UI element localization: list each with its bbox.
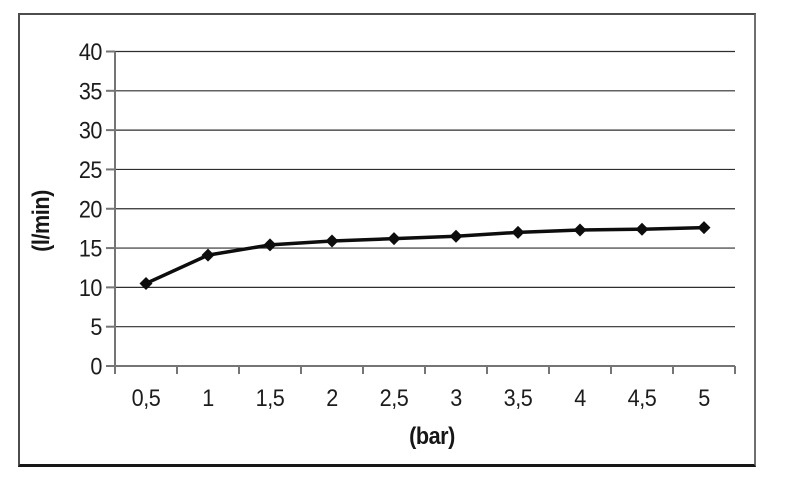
x-axis-title: (bar) xyxy=(409,423,455,450)
x-tick-label: 5 xyxy=(698,384,710,411)
data-point-marker xyxy=(635,222,649,236)
data-point-marker xyxy=(573,223,587,237)
x-tick-label: 1 xyxy=(202,384,214,411)
data-point-marker xyxy=(263,238,277,252)
y-tick-label: 15 xyxy=(79,234,102,261)
y-tick-label: 25 xyxy=(79,156,102,183)
x-tick-label: 3,5 xyxy=(504,384,533,411)
x-tick-label: 3 xyxy=(450,384,462,411)
y-axis-title: (l/min) xyxy=(28,190,55,252)
data-point-marker xyxy=(201,248,215,262)
x-tick-label: 2 xyxy=(326,384,338,411)
data-point-marker xyxy=(325,234,339,248)
y-tick-label: 35 xyxy=(79,77,102,104)
data-point-marker xyxy=(387,232,401,246)
y-tick-label: 40 xyxy=(79,38,102,65)
data-point-marker xyxy=(139,276,153,290)
y-tick-label: 30 xyxy=(79,117,102,144)
y-tick-label: 20 xyxy=(79,195,102,222)
y-tick-label: 10 xyxy=(79,274,102,301)
data-point-marker xyxy=(697,221,711,235)
data-point-marker xyxy=(511,225,525,239)
data-point-marker xyxy=(449,229,463,243)
x-tick-label: 4,5 xyxy=(628,384,657,411)
x-tick-label: 0,5 xyxy=(132,384,161,411)
y-tick-label: 5 xyxy=(90,313,102,340)
x-tick-label: 4 xyxy=(574,384,586,411)
series-line xyxy=(144,225,706,286)
y-tick-label: 0 xyxy=(90,352,102,379)
x-tick-label: 2,5 xyxy=(380,384,409,411)
x-tick-label: 1,5 xyxy=(256,384,285,411)
